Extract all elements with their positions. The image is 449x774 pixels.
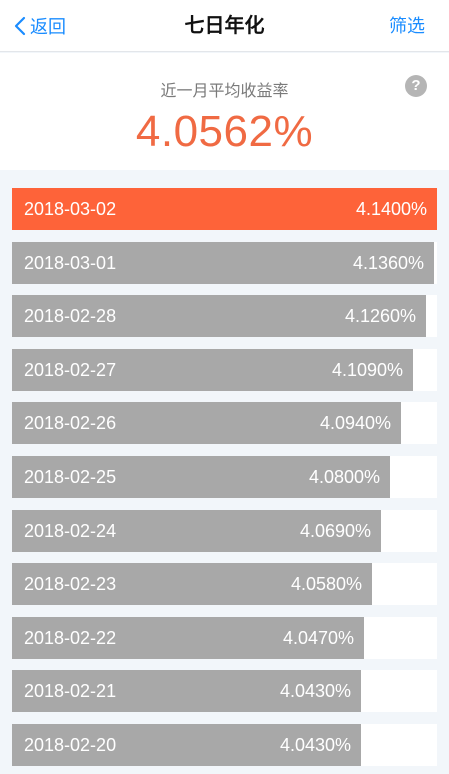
row-rate: 4.1360% [352, 252, 424, 273]
yield-bar [12, 724, 361, 766]
yield-row[interactable]: 2018-02-22 4.0470% [12, 616, 437, 659]
yield-bar [12, 188, 437, 230]
average-yield-value: 4.0562% [135, 107, 314, 156]
row-rate: 4.0580% [290, 574, 362, 595]
row-date: 2018-02-24 [24, 520, 117, 541]
row-rate: 4.0430% [279, 681, 351, 702]
row-date: 2018-02-21 [24, 681, 117, 702]
yield-row[interactable]: 2018-02-25 4.0800% [12, 456, 437, 498]
back-label: 返回 [30, 17, 66, 37]
row-rate: 4.0430% [279, 735, 351, 755]
row-rate: 4.1400% [355, 199, 427, 219]
row-date: 2018-03-02 [24, 199, 117, 219]
back-button[interactable]: 返回 [14, 12, 66, 40]
yield-row[interactable]: 2018-02-23 4.0580% [12, 563, 437, 606]
yield-row[interactable]: 2018-02-26 4.0940% [12, 402, 437, 445]
yield-row[interactable]: 2018-02-20 4.0430% [12, 724, 437, 766]
row-rate: 4.1090% [331, 359, 403, 380]
yield-row[interactable]: 2018-02-28 4.1260% [12, 295, 437, 338]
row-date: 2018-02-25 [24, 467, 117, 487]
row-rate: 4.0470% [282, 627, 354, 648]
yield-list: 2018-03-02 4.1400% 2018-03-01 4.1360% 2018-0… [0, 170, 449, 774]
chevron-left-icon [14, 16, 26, 36]
row-date: 2018-02-20 [24, 735, 117, 755]
row-date: 2018-02-26 [24, 413, 117, 434]
nav-bar: 返回 七日年化 筛选 [0, 0, 449, 52]
row-date: 2018-03-01 [24, 252, 117, 273]
row-rate: 4.1260% [344, 306, 416, 327]
row-date: 2018-02-28 [24, 306, 117, 327]
yield-bar [12, 563, 372, 606]
yield-bar [12, 348, 413, 391]
page-title: 七日年化 [184, 15, 265, 37]
yield-bar [12, 456, 390, 498]
row-rate: 4.0940% [319, 413, 391, 434]
summary-panel: 近一月平均收益率 ? 4.0562% [0, 53, 449, 170]
yield-row[interactable]: 2018-02-21 4.0430% [12, 670, 437, 713]
row-date: 2018-02-22 [24, 627, 117, 648]
yield-row[interactable]: 2018-03-02 4.1400% [12, 188, 437, 230]
row-date: 2018-02-27 [24, 359, 117, 380]
row-rate: 4.0690% [299, 520, 371, 541]
yield-row[interactable]: 2018-03-01 4.1360% [12, 241, 437, 284]
average-yield-label: 近一月平均收益率 [160, 83, 289, 100]
yield-bar [12, 509, 381, 552]
yield-bar [12, 670, 361, 713]
yield-bar [12, 241, 434, 284]
yield-bar [12, 402, 401, 445]
yield-row[interactable]: 2018-02-24 4.0690% [12, 509, 437, 552]
yield-bar [12, 295, 426, 338]
row-date: 2018-02-23 [24, 574, 117, 595]
filter-button[interactable]: 筛选 [389, 16, 425, 36]
yield-bar [12, 616, 364, 659]
yield-row[interactable]: 2018-02-27 4.1090% [12, 348, 437, 391]
question-circle-icon[interactable]: ? [405, 75, 427, 97]
row-rate: 4.0800% [308, 467, 380, 487]
